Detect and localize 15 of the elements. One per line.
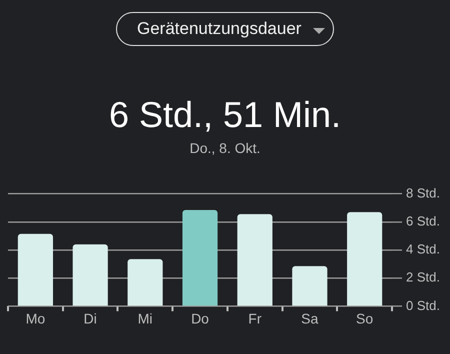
x-tick-label: Sa: [301, 310, 319, 326]
x-tick-label: Di: [84, 310, 97, 326]
y-tick-label: 4 Std.: [406, 242, 440, 257]
y-tick-label: 0 Std.: [406, 298, 440, 313]
chart-subtitle: Do., 8. Okt.: [188, 140, 262, 156]
y-tick-label: 6 Std.: [406, 213, 440, 228]
y-tick-label: 2 Std.: [406, 270, 440, 285]
x-tick-label: Mi: [138, 310, 153, 326]
y-tick-label: 8 Std.: [406, 185, 440, 200]
text: Gerätenutzungsdauer: [137, 19, 302, 39]
x-tick-label: Fr: [248, 310, 262, 326]
x-tick-label: Do: [191, 310, 210, 326]
chart-title: 6 Std., 51 Min.: [108, 94, 342, 136]
x-tick-label: So: [356, 310, 374, 326]
x-tick-label: Mo: [26, 310, 46, 326]
